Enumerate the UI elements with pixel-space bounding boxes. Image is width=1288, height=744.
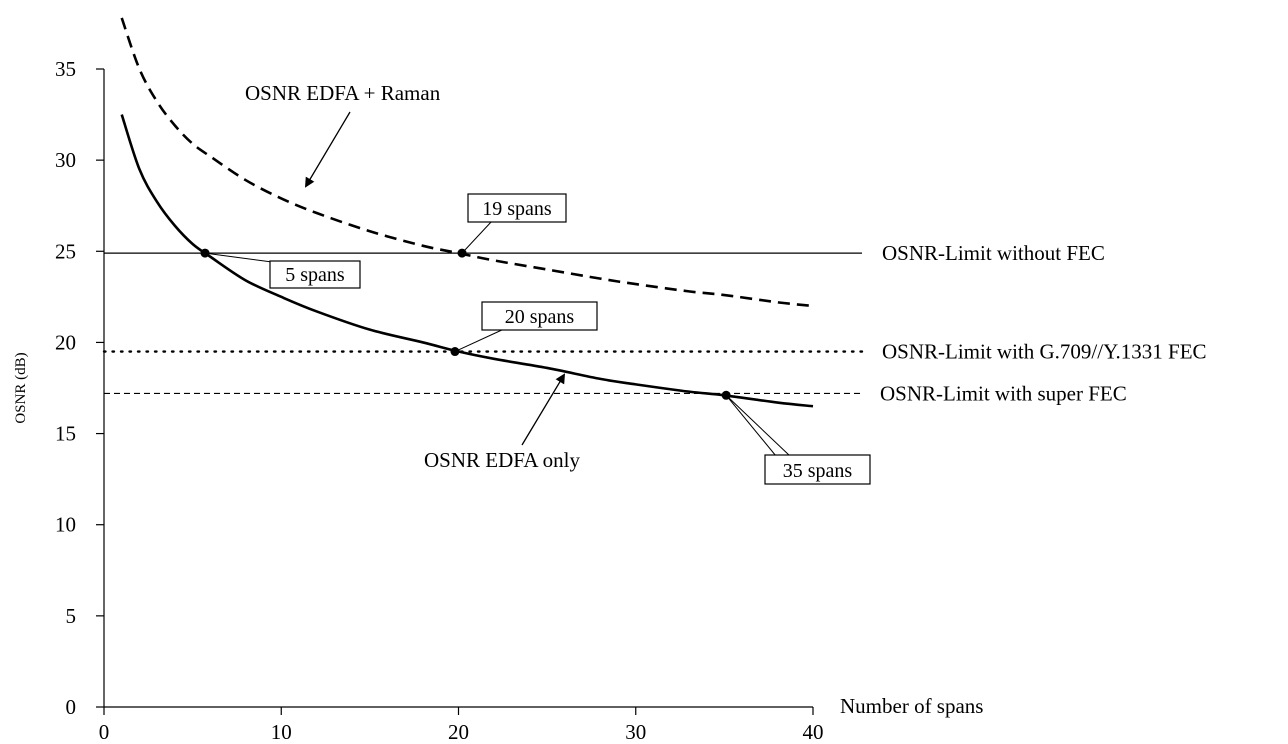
labels: OSNR-Limit without FEC OSNR-Limit with G.… bbox=[245, 81, 1207, 485]
intersection-point bbox=[457, 248, 467, 258]
y-tick-label: 10 bbox=[55, 513, 76, 537]
threshold-lines bbox=[102, 252, 864, 395]
annotation-arrows bbox=[204, 111, 791, 457]
y-tick-label: 35 bbox=[55, 57, 76, 81]
point-label-text: 19 spans bbox=[482, 198, 552, 220]
point-label-text: 20 spans bbox=[505, 306, 575, 328]
x-tick-label: 0 bbox=[99, 720, 110, 744]
axes: 0 10 20 30 40 0 5 10 15 20 25 30 35 Number of spans OS… bbox=[13, 57, 983, 744]
intersection-point bbox=[721, 390, 731, 400]
edfa-annotation: OSNR EDFA only bbox=[424, 448, 580, 472]
intersection-point bbox=[450, 347, 460, 357]
point-leader-line bbox=[725, 394, 791, 457]
x-tick-label: 20 bbox=[448, 720, 469, 744]
y-tick-label: 5 bbox=[66, 604, 77, 628]
raman-annotation-arrow bbox=[304, 111, 351, 188]
intersection-points bbox=[200, 248, 731, 400]
y-tick-label: 0 bbox=[66, 695, 77, 719]
raman-series-line bbox=[120, 17, 814, 308]
threshold-label: OSNR-Limit with super FEC bbox=[880, 381, 1127, 405]
point-label-box bbox=[764, 454, 871, 485]
x-tick-label: 40 bbox=[803, 720, 824, 744]
x-axis-label: Number of spans bbox=[840, 694, 983, 718]
point-leader-line bbox=[204, 252, 273, 263]
edfa-annotation-arrow bbox=[521, 373, 566, 446]
point-label-text: 35 spans bbox=[783, 460, 853, 482]
y-axis-label: OSNR (dB) bbox=[13, 352, 29, 423]
threshold-label: OSNR-Limit without FEC bbox=[882, 241, 1105, 265]
y-tick-label: 20 bbox=[55, 330, 76, 354]
series-lines bbox=[120, 17, 814, 408]
intersection-point bbox=[200, 248, 210, 258]
point-label-box bbox=[467, 193, 567, 223]
point-label-box bbox=[481, 301, 598, 331]
y-tick-label: 30 bbox=[55, 148, 76, 172]
y-tick-label: 15 bbox=[55, 422, 76, 446]
point-label-box bbox=[269, 260, 361, 289]
edfa-series-line bbox=[120, 114, 814, 408]
point-leader-line bbox=[454, 328, 505, 352]
y-tick-label: 25 bbox=[55, 239, 76, 263]
point-label-text: 5 spans bbox=[285, 264, 345, 286]
raman-annotation: OSNR EDFA + Raman bbox=[245, 81, 441, 105]
point-leader-line bbox=[725, 394, 777, 457]
x-tick-label: 30 bbox=[625, 720, 646, 744]
x-tick-label: 10 bbox=[271, 720, 292, 744]
threshold-label: OSNR-Limit with G.709//Y.1331 FEC bbox=[882, 340, 1207, 364]
point-leader-line bbox=[461, 220, 493, 254]
